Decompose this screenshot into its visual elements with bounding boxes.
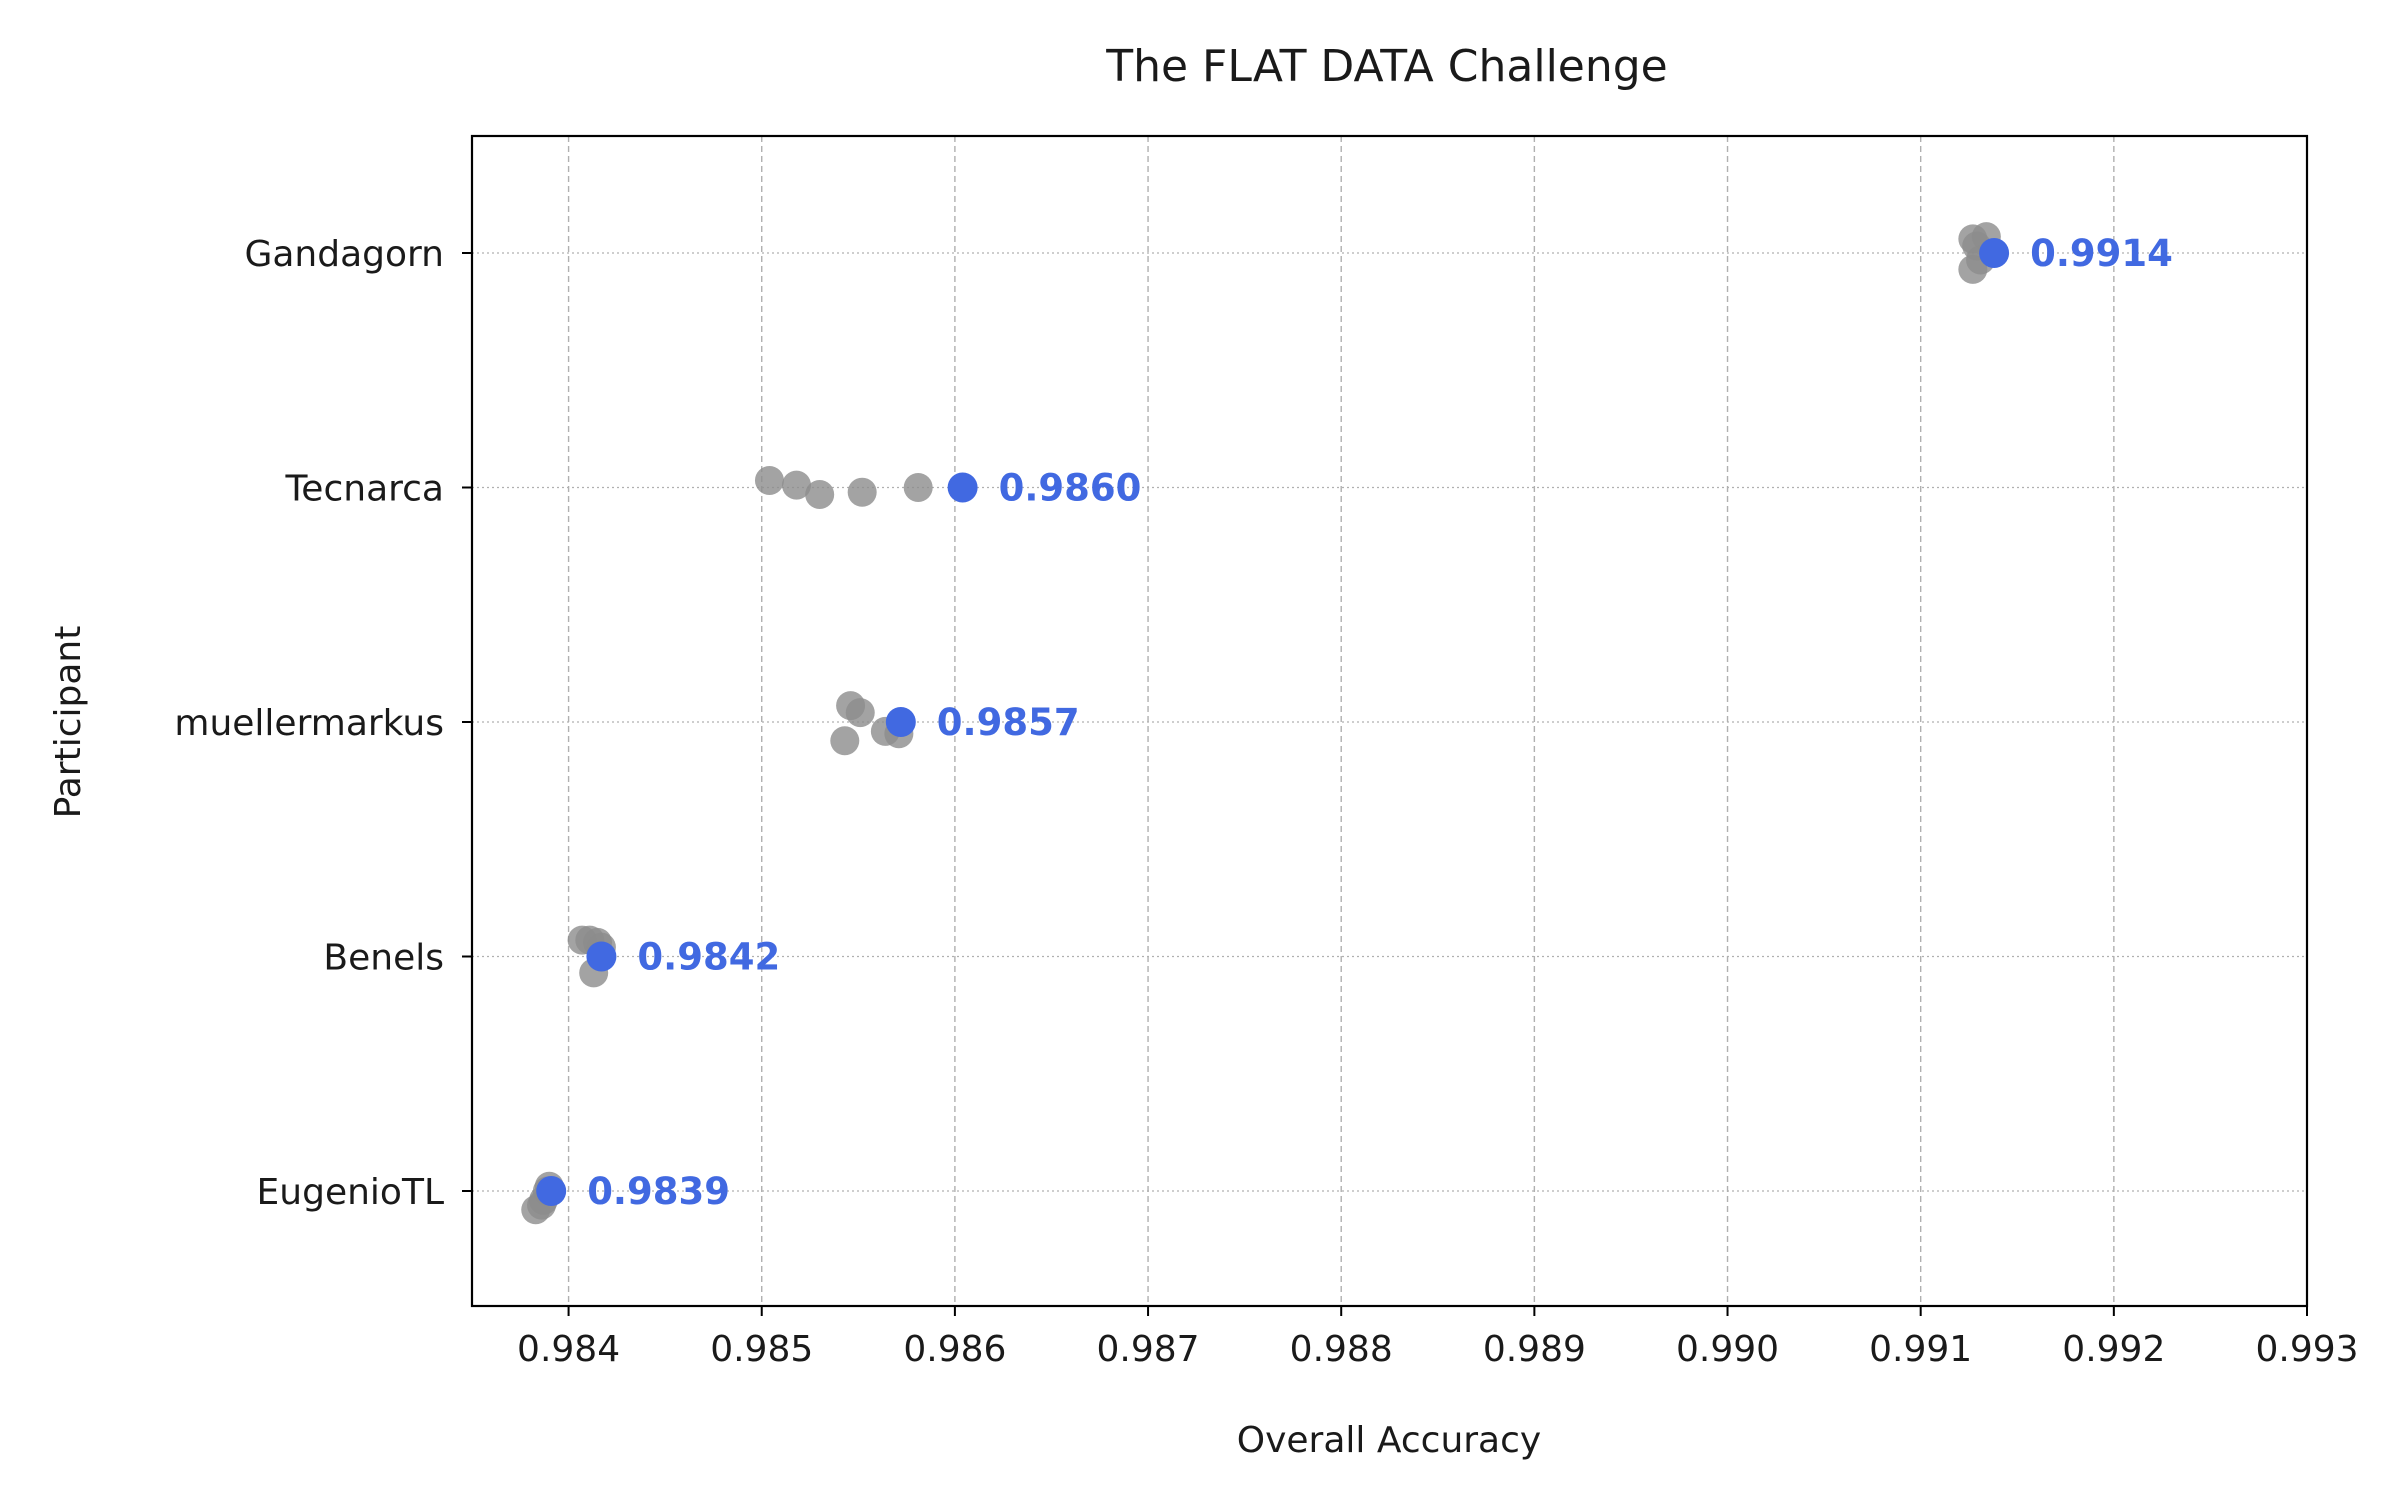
ticks-layer: 0.984 0.985 0.986 0.987 0.988 0.989 0.990 0.991… xyxy=(174,234,2358,1370)
y-tick-label: EugenioTL xyxy=(257,1172,444,1213)
best-point xyxy=(947,472,978,503)
best-value-label: 0.9857 xyxy=(937,701,1080,744)
x-tick-label: 0.987 xyxy=(1097,1329,1200,1370)
x-tick-label: 0.989 xyxy=(1483,1329,1586,1370)
x-tick-label: 0.984 xyxy=(517,1329,620,1370)
submission-point xyxy=(830,726,860,756)
y-tick-label: Gandagorn xyxy=(244,234,444,275)
x-tick-label: 0.986 xyxy=(903,1329,1006,1370)
best-point xyxy=(536,1176,567,1206)
best-value-label: 0.9842 xyxy=(637,936,780,979)
best-value-label: 0.9860 xyxy=(999,467,1142,510)
y-axis-label: Participant xyxy=(48,626,89,819)
x-tick-label: 0.988 xyxy=(1290,1329,1393,1370)
submission-point xyxy=(847,477,877,507)
submission-point xyxy=(903,473,933,502)
y-tick-label: Tecnarca xyxy=(284,469,444,510)
best-value-label: 0.9914 xyxy=(2030,232,2173,275)
best-point xyxy=(586,941,617,972)
y-tick-label: muellermarkus xyxy=(174,703,444,744)
x-tick-label: 0.990 xyxy=(1676,1329,1779,1370)
submission-point xyxy=(754,465,784,495)
x-tick-label: 0.993 xyxy=(2255,1329,2358,1370)
submission-point xyxy=(845,698,875,728)
x-tick-label: 0.992 xyxy=(2062,1329,2165,1370)
points-layer: 0.9914 0.9860 0.9857 0.9842 0.9839 xyxy=(521,222,2173,1225)
best-point xyxy=(885,707,916,737)
submission-point xyxy=(805,480,835,510)
submission-point xyxy=(1958,254,1988,284)
x-tick-label: 0.991 xyxy=(1869,1329,1972,1370)
y-tick-label: Benels xyxy=(323,938,444,979)
x-tick-label: 0.985 xyxy=(710,1329,813,1370)
submission-point xyxy=(782,470,812,500)
chart-title: The FLAT DATA Challenge xyxy=(1105,41,1668,92)
best-value-label: 0.9839 xyxy=(587,1170,730,1213)
best-point xyxy=(1979,238,2010,268)
x-axis-label: Overall Accuracy xyxy=(1237,1420,1541,1461)
